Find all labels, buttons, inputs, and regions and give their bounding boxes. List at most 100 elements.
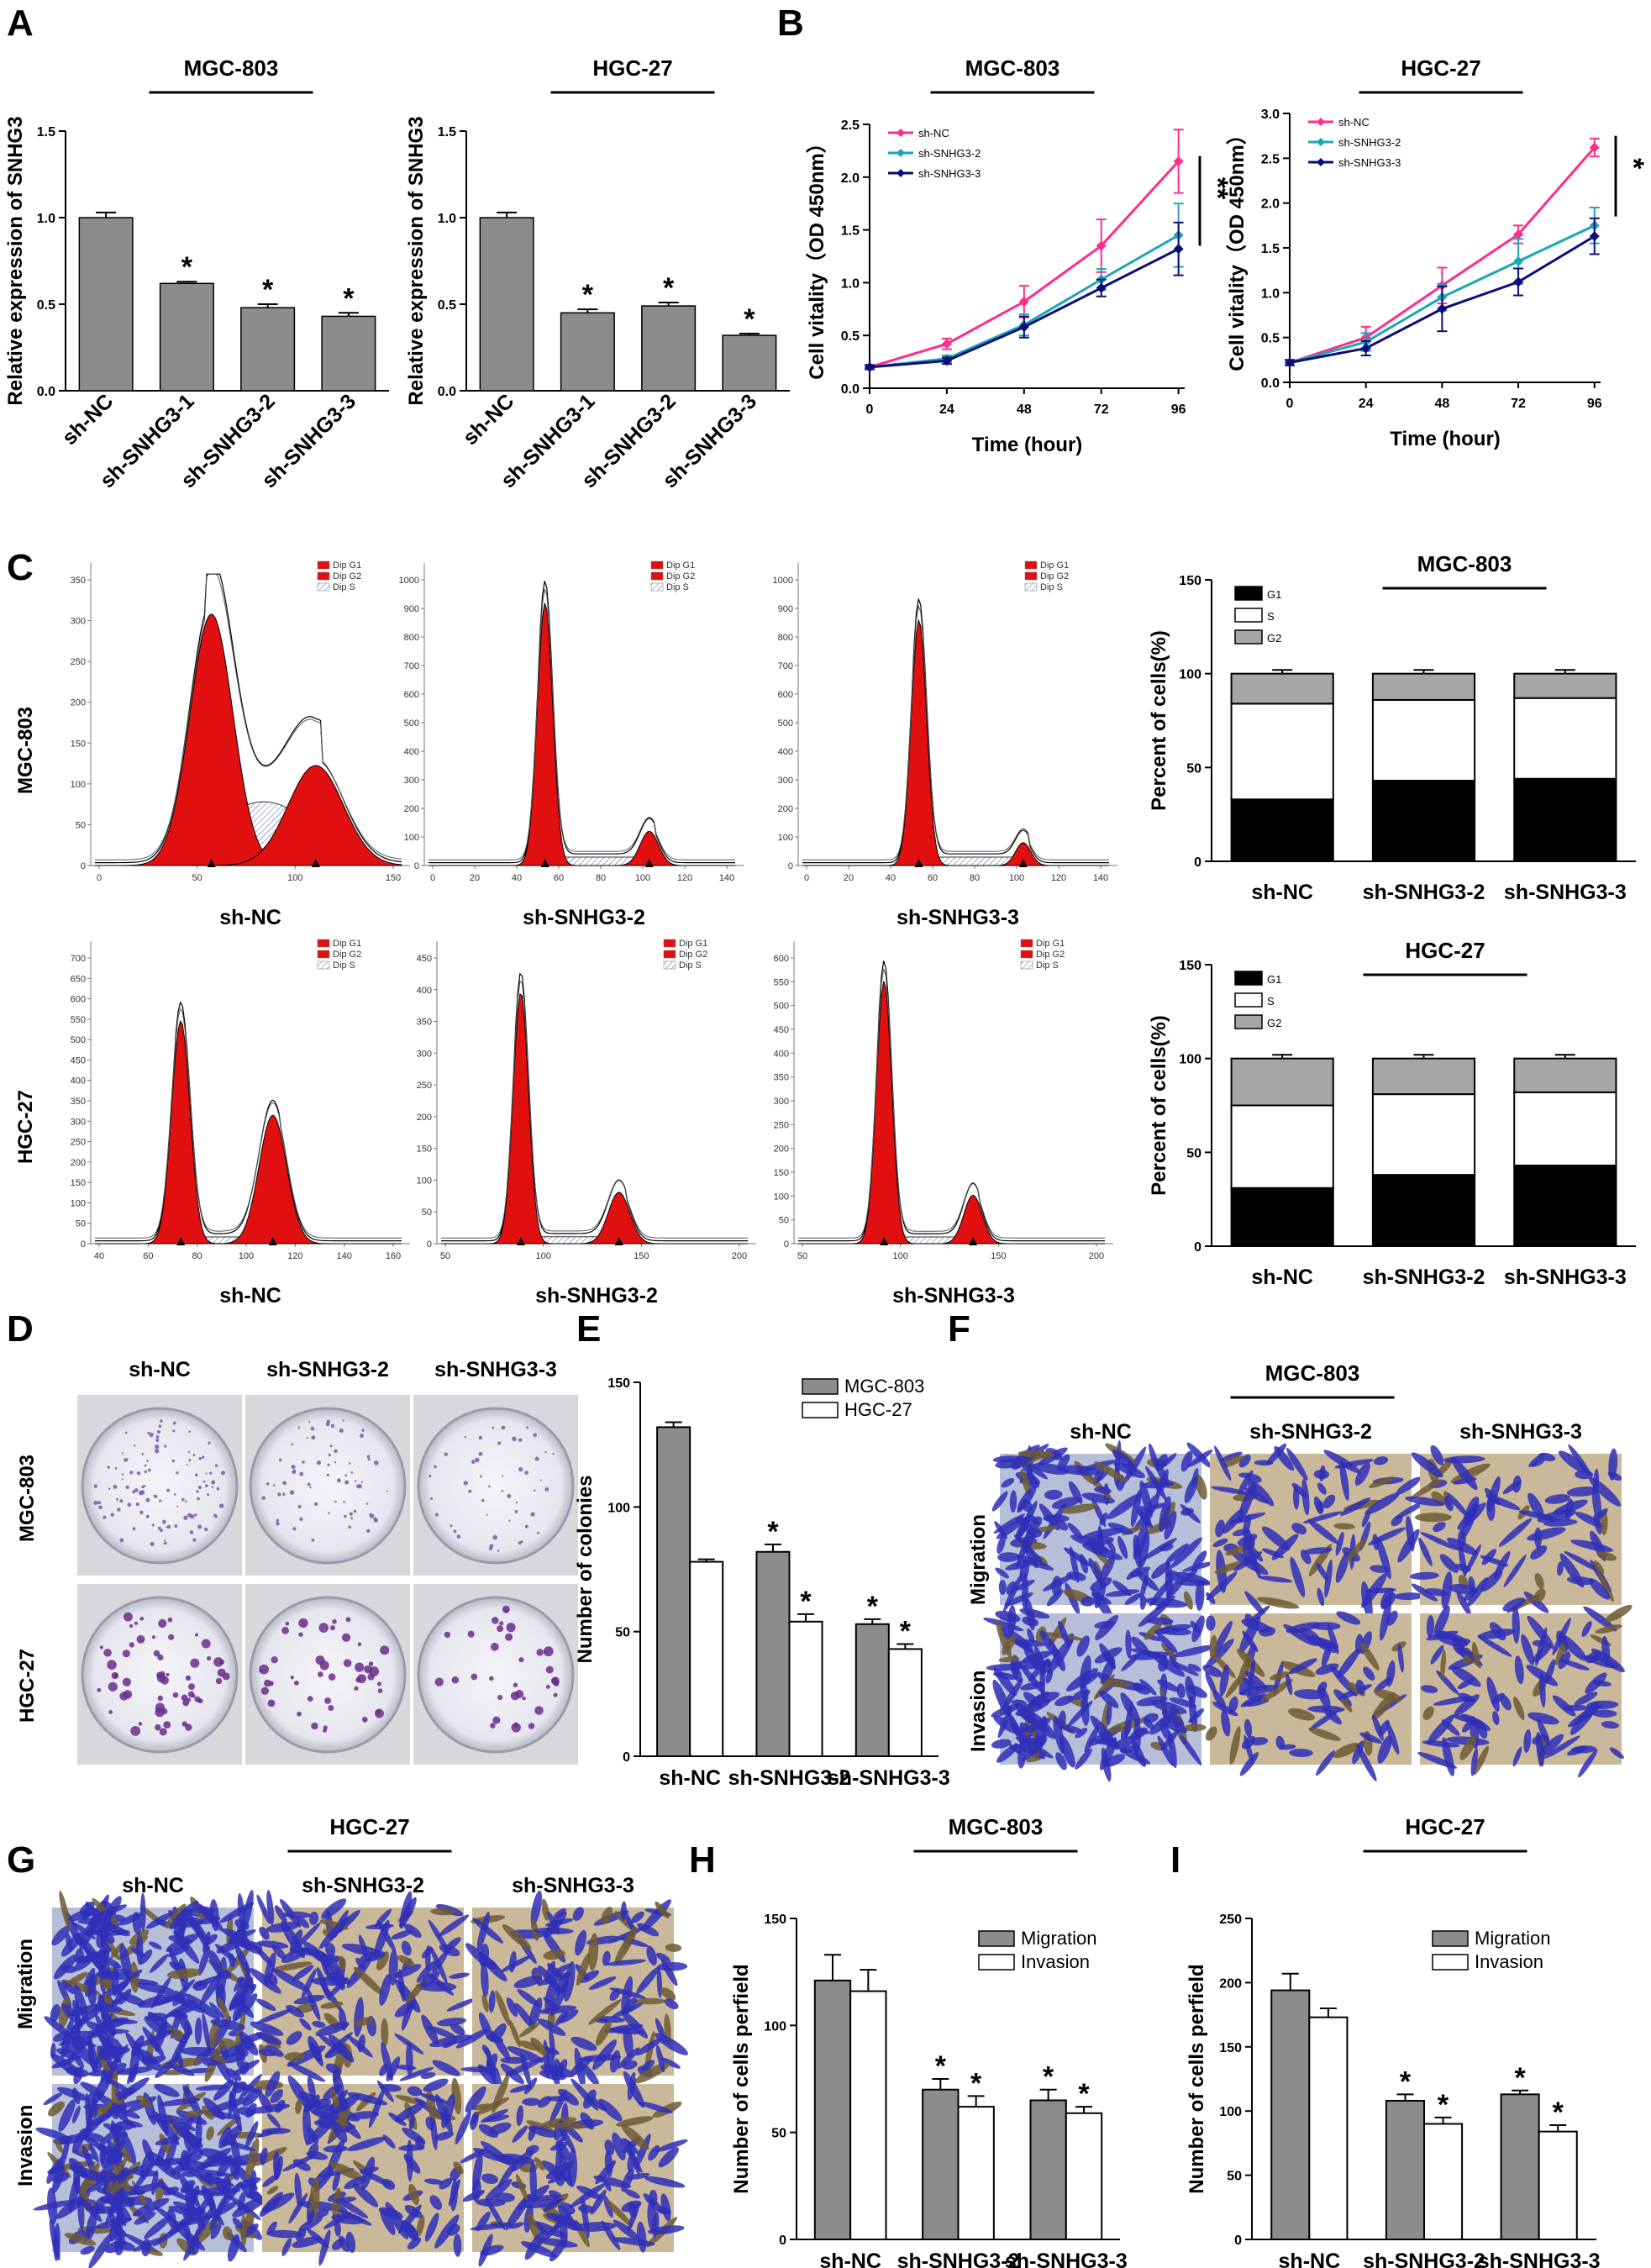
histogram-hgc-27-sh-snhg3-2-ytick-label: 100 xyxy=(417,1176,432,1186)
colony-dish-mgc-803-sh-nc-colony xyxy=(134,1444,136,1447)
colony-dish-hgc-27-sh-snhg3-2-colony xyxy=(367,1673,375,1681)
g-transwell-images-image-migration-sh-snhg3-3-cell xyxy=(581,2063,600,2086)
f-transwell-images-image-invasion-sh-nc-cell xyxy=(1039,1630,1060,1660)
f-transwell-images-image-migration-sh-nc-cell xyxy=(1112,1580,1132,1597)
g-transwell-images-image-migration-sh-snhg3-2-cell xyxy=(282,1911,312,1918)
f-transwell-images-image-migration-sh-snhg3-2-cell xyxy=(1290,1556,1306,1597)
g-transwell-images-image-invasion-sh-snhg3-3-cell xyxy=(649,2189,658,2207)
f-transwell-images-image-migration-sh-nc-cell xyxy=(1091,1544,1109,1555)
colony-dish-mgc-803-sh-snhg3-3-colony xyxy=(479,1475,482,1478)
f-transwell-images-image-invasion-sh-snhg3-3-cell xyxy=(1584,1655,1619,1669)
f-transwell-images-image-migration-sh-nc-cell xyxy=(1139,1480,1153,1518)
g-transwell-images-image-invasion-sh-snhg3-3-cell xyxy=(616,2116,654,2127)
histogram-hgc-27-sh-snhg3-2-label: sh-SNHG3-2 xyxy=(535,1284,658,1308)
colony-dish-hgc-27-sh-nc-colony xyxy=(222,1672,230,1681)
histogram-hgc-27-sh-nc-ytick-label: 500 xyxy=(71,1035,86,1045)
b-mgc803-title: MGC-803 xyxy=(965,55,1060,81)
b-hgc27-title: HGC-27 xyxy=(1401,55,1480,81)
c-hgc27-stacked-ytick-label: 0 xyxy=(1194,1240,1201,1255)
f-transwell-images-image-migration-sh-snhg3-3-cell xyxy=(1410,1479,1443,1499)
e-colonies-ytick-label: 150 xyxy=(607,1376,630,1391)
g-transwell-images-image-migration-sh-snhg3-2-cell xyxy=(257,1940,289,1949)
c-hgc27-stacked-ytick-label: 50 xyxy=(1186,1146,1201,1160)
g-transwell-images-image-migration-sh-nc-cell xyxy=(71,1921,96,1939)
g-transwell-images-image-invasion-sh-snhg3-3-cell xyxy=(638,2101,673,2113)
g-transwell-images-image-migration-sh-nc-cell xyxy=(118,1988,132,2005)
e-colonies-bar-sh-snhg3-3-hgc-27 xyxy=(887,1648,923,1758)
f-transwell-images-image-migration-sh-snhg3-2-cell xyxy=(1238,1454,1251,1468)
colony-dish-mgc-803-sh-nc-colony xyxy=(171,1459,175,1463)
colony-dish-hgc-27-sh-snhg3-3-colony xyxy=(522,1696,526,1701)
colony-dish-mgc-803-sh-nc-colony xyxy=(129,1471,134,1475)
g-transwell-images-image-invasion-sh-snhg3-3-cell xyxy=(528,2126,536,2141)
g-transwell-images-image-migration-sh-snhg3-2-cell xyxy=(255,1998,276,2012)
f-transwell-images-image-migration-sh-nc-cell xyxy=(1159,1496,1171,1533)
f-transwell-images-image-migration-sh-snhg3-2-cell xyxy=(1339,1460,1349,1501)
colony-dish-hgc-27-sh-nc-colony xyxy=(138,1722,143,1726)
colony-dish-hgc-27-sh-nc-colony xyxy=(129,1642,134,1648)
g-transwell-images-image-migration-sh-nc-cell xyxy=(111,1961,120,1997)
colony-dish-mgc-803-sh-nc-colony xyxy=(172,1421,176,1425)
colony-dish-mgc-803-sh-snhg3-2-colony xyxy=(328,1512,330,1514)
colony-dish-mgc-803-sh-nc-colony xyxy=(113,1484,118,1489)
g-transwell-images-image-invasion-sh-snhg3-2-cell xyxy=(260,2147,268,2165)
f-transwell-images-image-invasion-sh-nc-cell xyxy=(1019,1608,1050,1619)
colony-dish-mgc-803-sh-nc-colony xyxy=(189,1530,194,1534)
g-transwell-images-image-migration-sh-snhg3-3-cell xyxy=(477,2064,497,2086)
f-transwell-images-image-invasion-sh-nc-cell xyxy=(1058,1620,1070,1647)
f-transwell-images-image-invasion-sh-nc-cell xyxy=(1188,1708,1205,1723)
colony-dish-mgc-803-sh-nc-colony xyxy=(154,1449,160,1454)
histogram-hgc-27-sh-nc-envelope-fit xyxy=(95,1007,402,1239)
f-transwell-images-image-invasion-sh-nc-cell xyxy=(1008,1744,1023,1755)
e-colonies-xtick-sh-snhg3-2: sh-SNHG3-2 xyxy=(728,1766,851,1790)
g-transwell-images-image-invasion-sh-snhg3-2-cell xyxy=(295,2099,302,2114)
colony-dish-mgc-803-sh-snhg3-3-colony xyxy=(486,1513,488,1516)
g-transwell-images-image-migration-sh-snhg3-2-cell xyxy=(292,1965,314,1981)
f-transwell-images-image-invasion-sh-nc-cell xyxy=(1138,1602,1170,1628)
colony-dish-mgc-803-sh-nc-colony xyxy=(155,1439,160,1443)
f-transwell-images-image-migration-sh-snhg3-2-cell xyxy=(1346,1538,1367,1561)
colony-dish-hgc-27-sh-snhg3-3-colony xyxy=(534,1706,544,1715)
colony-dish-hgc-27-sh-snhg3-3-colony xyxy=(434,1677,444,1687)
g-transwell-images-image-invasion-sh-nc-cell xyxy=(202,2097,225,2120)
g-transwell-images-image-invasion-sh-snhg3-2-cell xyxy=(423,2078,449,2092)
f-transwell-images-image-migration-sh-snhg3-2-cell xyxy=(1244,1487,1269,1504)
colony-dish-mgc-803-sh-snhg3-3-colony xyxy=(481,1498,485,1502)
f-transwell-images-image-invasion-sh-snhg3-3-cell xyxy=(1555,1641,1566,1665)
f-transwell-images-image-migration-sh-snhg3-2-cell xyxy=(1256,1597,1300,1609)
histogram-mgc-803-sh-snhg3-2-legend-dip-g2: Dip G2 xyxy=(666,571,695,581)
g-transwell-images-image-migration-sh-snhg3-2-cell xyxy=(320,2001,344,2009)
f-transwell-images-title: MGC-803 xyxy=(1265,1360,1360,1386)
g-transwell-images-image-migration-sh-nc-cell xyxy=(51,1925,71,1946)
g-transwell-images-image-invasion-sh-snhg3-2-cell xyxy=(424,2213,439,2242)
histogram-mgc-803-sh-snhg3-3-legend-swatch xyxy=(1024,582,1038,592)
g-transwell-images-image-invasion-sh-snhg3-2-cell xyxy=(329,2161,365,2181)
colony-dish-mgc-803-sh-snhg3-3-colony xyxy=(518,1541,522,1545)
f-transwell-images-image-migration-sh-snhg3-2-cell xyxy=(1397,1529,1420,1563)
f-transwell-images-image-migration-sh-snhg3-3-cell xyxy=(1450,1463,1491,1484)
colony-dish-mgc-803-sh-snhg3-3-colony xyxy=(429,1475,432,1478)
f-transwell-images-image-invasion-sh-snhg3-3-cell xyxy=(1433,1696,1474,1706)
f-transwell-images-image-invasion-sh-nc-cell xyxy=(1021,1739,1047,1762)
f-transwell-images-image-invasion-sh-nc-cell xyxy=(1160,1643,1177,1660)
f-transwell-images-image-invasion-sh-snhg3-3-cell xyxy=(1558,1651,1571,1670)
f-transwell-images-image-migration-sh-snhg3-2-cell xyxy=(1333,1523,1355,1530)
colony-dish-mgc-803-sh-snhg3-2-colony xyxy=(342,1419,344,1422)
colony-dish-hgc-27-sh-nc-colony xyxy=(167,1617,173,1623)
histogram-hgc-27-sh-snhg3-3-legend-dip-s: Dip S xyxy=(1036,960,1059,971)
a-hgc27-ytick-label: 1.5 xyxy=(438,125,456,139)
g-transwell-images-image-invasion-sh-snhg3-3-cell xyxy=(470,2111,479,2130)
g-transwell-images-image-invasion-sh-nc-cell xyxy=(213,2079,234,2101)
histogram-hgc-27-sh-snhg3-3-legend-swatch xyxy=(1020,960,1033,970)
g-transwell-images-col-sh-nc: sh-NC xyxy=(122,1874,184,1897)
f-transwell-images-image-invasion-sh-nc-cell xyxy=(992,1671,1018,1680)
e-colonies-ytick-label: 0 xyxy=(623,1750,630,1765)
g-transwell-images-image-invasion-sh-snhg3-3-cell xyxy=(515,2174,528,2201)
histogram-mgc-803-sh-snhg3-2-xtick-label: 100 xyxy=(635,873,650,883)
f-transwell-images-image-migration-sh-snhg3-3-cell xyxy=(1502,1597,1526,1612)
panel-letter-c: C xyxy=(7,547,34,588)
g-transwell-images-image-migration-sh-nc-cell xyxy=(228,1939,270,1950)
f-transwell-images-image-migration-sh-snhg3-2-cell xyxy=(1303,1547,1333,1555)
histogram-hgc-27-sh-snhg3-2-envelope xyxy=(441,972,748,1242)
